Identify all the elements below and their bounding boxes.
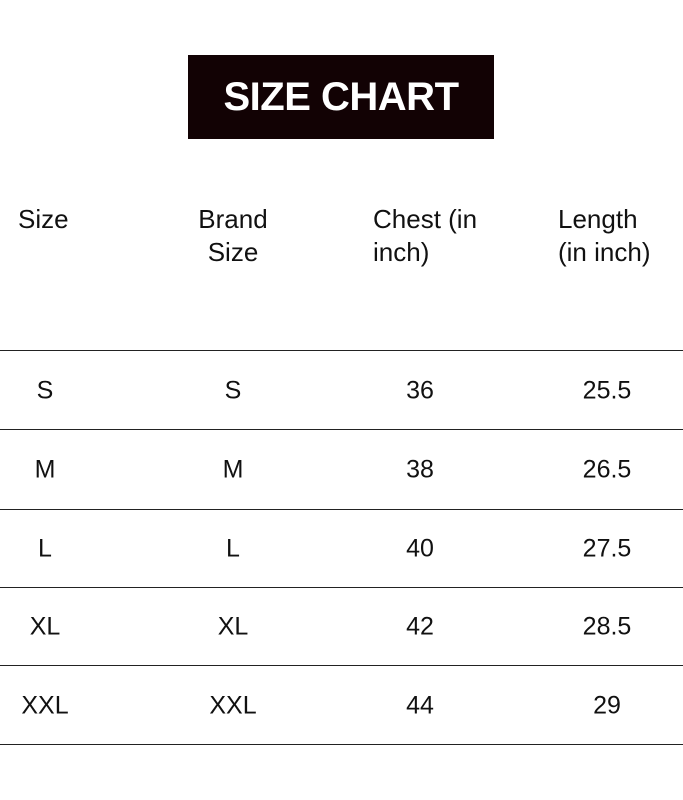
header-chest-line2: inch) (373, 237, 430, 267)
cell-length: 28.5 (582, 612, 632, 641)
cell-chest: 38 (406, 455, 434, 484)
title-banner: SIZE CHART (188, 55, 494, 139)
header-chest: Chest (in inch) (373, 203, 477, 269)
row-divider (0, 587, 683, 588)
header-brand-size-line1: Brand (198, 204, 268, 234)
row-divider (0, 744, 683, 745)
cell-size: L (38, 534, 52, 563)
header-length-line2: (in inch) (558, 237, 651, 267)
cell-size: XXL (21, 691, 69, 719)
cell-size: S (36, 376, 54, 404)
cell-brand-size: S (224, 376, 242, 404)
cell-length: 25.5 (582, 376, 632, 404)
page-title: SIZE CHART (223, 74, 460, 119)
header-size-line: Size (18, 204, 69, 234)
cell-size: M (34, 455, 56, 484)
cell-brand-size: XXL (209, 691, 257, 719)
header-brand-size-line2: Size (207, 237, 259, 267)
cell-chest: 36 (406, 376, 434, 404)
cell-size: XL (29, 612, 61, 641)
cell-brand-size: M (222, 455, 244, 484)
header-chest-line1: Chest (in (373, 204, 478, 234)
header-size: Size (18, 203, 69, 236)
cell-length: 26.5 (582, 455, 632, 484)
cell-chest: 40 (406, 534, 434, 563)
header-length-line1: Length (558, 204, 638, 234)
row-divider (0, 665, 683, 666)
row-divider (0, 429, 683, 430)
cell-brand-size: L (226, 534, 240, 563)
cell-length: 29 (593, 691, 621, 719)
cell-chest: 44 (406, 691, 434, 719)
cell-brand-size: XL (217, 612, 249, 641)
header-brand-size: Brand Size (198, 203, 267, 269)
row-divider (0, 350, 683, 351)
cell-chest: 42 (406, 612, 434, 641)
header-length: Length (in inch) (558, 203, 650, 269)
cell-length: 27.5 (582, 534, 632, 563)
row-divider (0, 509, 683, 510)
